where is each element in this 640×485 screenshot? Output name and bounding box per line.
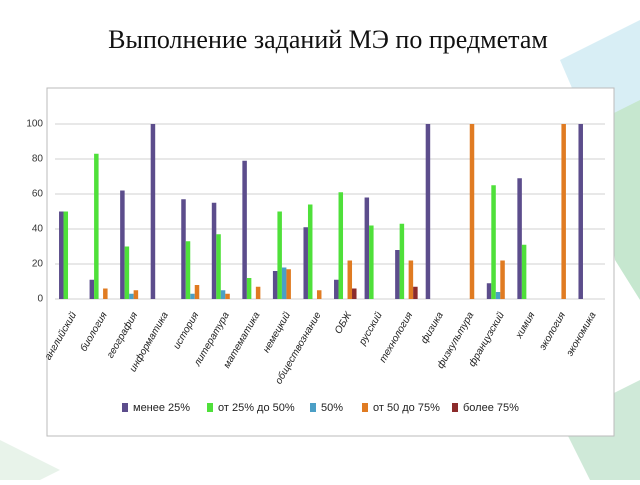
bar bbox=[255, 286, 261, 299]
bar bbox=[185, 241, 191, 299]
bar bbox=[124, 246, 130, 299]
legend-label: от 50 до 75% bbox=[373, 402, 440, 414]
bar bbox=[316, 290, 322, 299]
legend-label: от 25% до 50% bbox=[218, 402, 295, 414]
bar bbox=[517, 178, 522, 299]
bar bbox=[220, 290, 226, 299]
bar bbox=[133, 290, 139, 299]
bar bbox=[561, 124, 566, 299]
legend-swatch bbox=[207, 403, 213, 412]
bar bbox=[352, 288, 357, 299]
legend-swatch bbox=[310, 403, 316, 412]
y-tick-label: 0 bbox=[37, 294, 43, 305]
bar bbox=[94, 153, 99, 299]
bar bbox=[408, 260, 414, 299]
bar bbox=[469, 124, 475, 299]
bar bbox=[190, 293, 195, 299]
bar bbox=[281, 267, 287, 299]
bar bbox=[59, 211, 64, 299]
bar bbox=[120, 190, 125, 299]
bar bbox=[364, 197, 370, 299]
bar bbox=[211, 202, 217, 299]
bar bbox=[272, 271, 278, 299]
legend-label: менее 25% bbox=[133, 402, 190, 414]
bar bbox=[246, 278, 252, 299]
y-tick-label: 80 bbox=[32, 154, 44, 165]
bar bbox=[150, 124, 156, 299]
legend-label: более 75% bbox=[463, 402, 519, 414]
bar bbox=[347, 260, 353, 299]
legend-label: 50% bbox=[321, 402, 343, 414]
chart-title: Выполнение заданий МЭ по предметам bbox=[108, 25, 548, 54]
bar bbox=[181, 199, 186, 299]
y-tick-label: 60 bbox=[32, 189, 44, 200]
bar bbox=[63, 211, 69, 299]
chart-frame bbox=[46, 87, 615, 437]
bar bbox=[338, 192, 344, 299]
bar bbox=[500, 260, 505, 299]
bar bbox=[413, 286, 418, 299]
y-tick-label: 100 bbox=[26, 119, 43, 130]
bar bbox=[491, 185, 496, 299]
bar bbox=[277, 211, 282, 299]
bar bbox=[303, 227, 308, 299]
bar bbox=[103, 288, 108, 299]
bar bbox=[369, 225, 374, 299]
bar bbox=[89, 279, 95, 299]
bar bbox=[578, 124, 583, 299]
bar bbox=[129, 293, 134, 299]
y-tick-label: 20 bbox=[32, 259, 44, 270]
bar bbox=[194, 285, 200, 299]
legend-swatch bbox=[362, 403, 368, 412]
bar bbox=[495, 292, 501, 299]
bar bbox=[395, 250, 400, 299]
bar bbox=[334, 279, 339, 299]
bar bbox=[225, 293, 230, 299]
legend-swatch bbox=[122, 403, 128, 412]
bar bbox=[242, 160, 247, 299]
decor bbox=[0, 440, 60, 480]
y-tick-label: 40 bbox=[32, 224, 44, 235]
bar bbox=[399, 223, 405, 299]
bar bbox=[216, 234, 221, 299]
bar bbox=[307, 204, 313, 299]
bar bbox=[425, 124, 431, 299]
bar bbox=[521, 244, 527, 299]
bar bbox=[486, 283, 492, 299]
bar bbox=[286, 269, 291, 299]
legend-swatch bbox=[452, 403, 458, 412]
